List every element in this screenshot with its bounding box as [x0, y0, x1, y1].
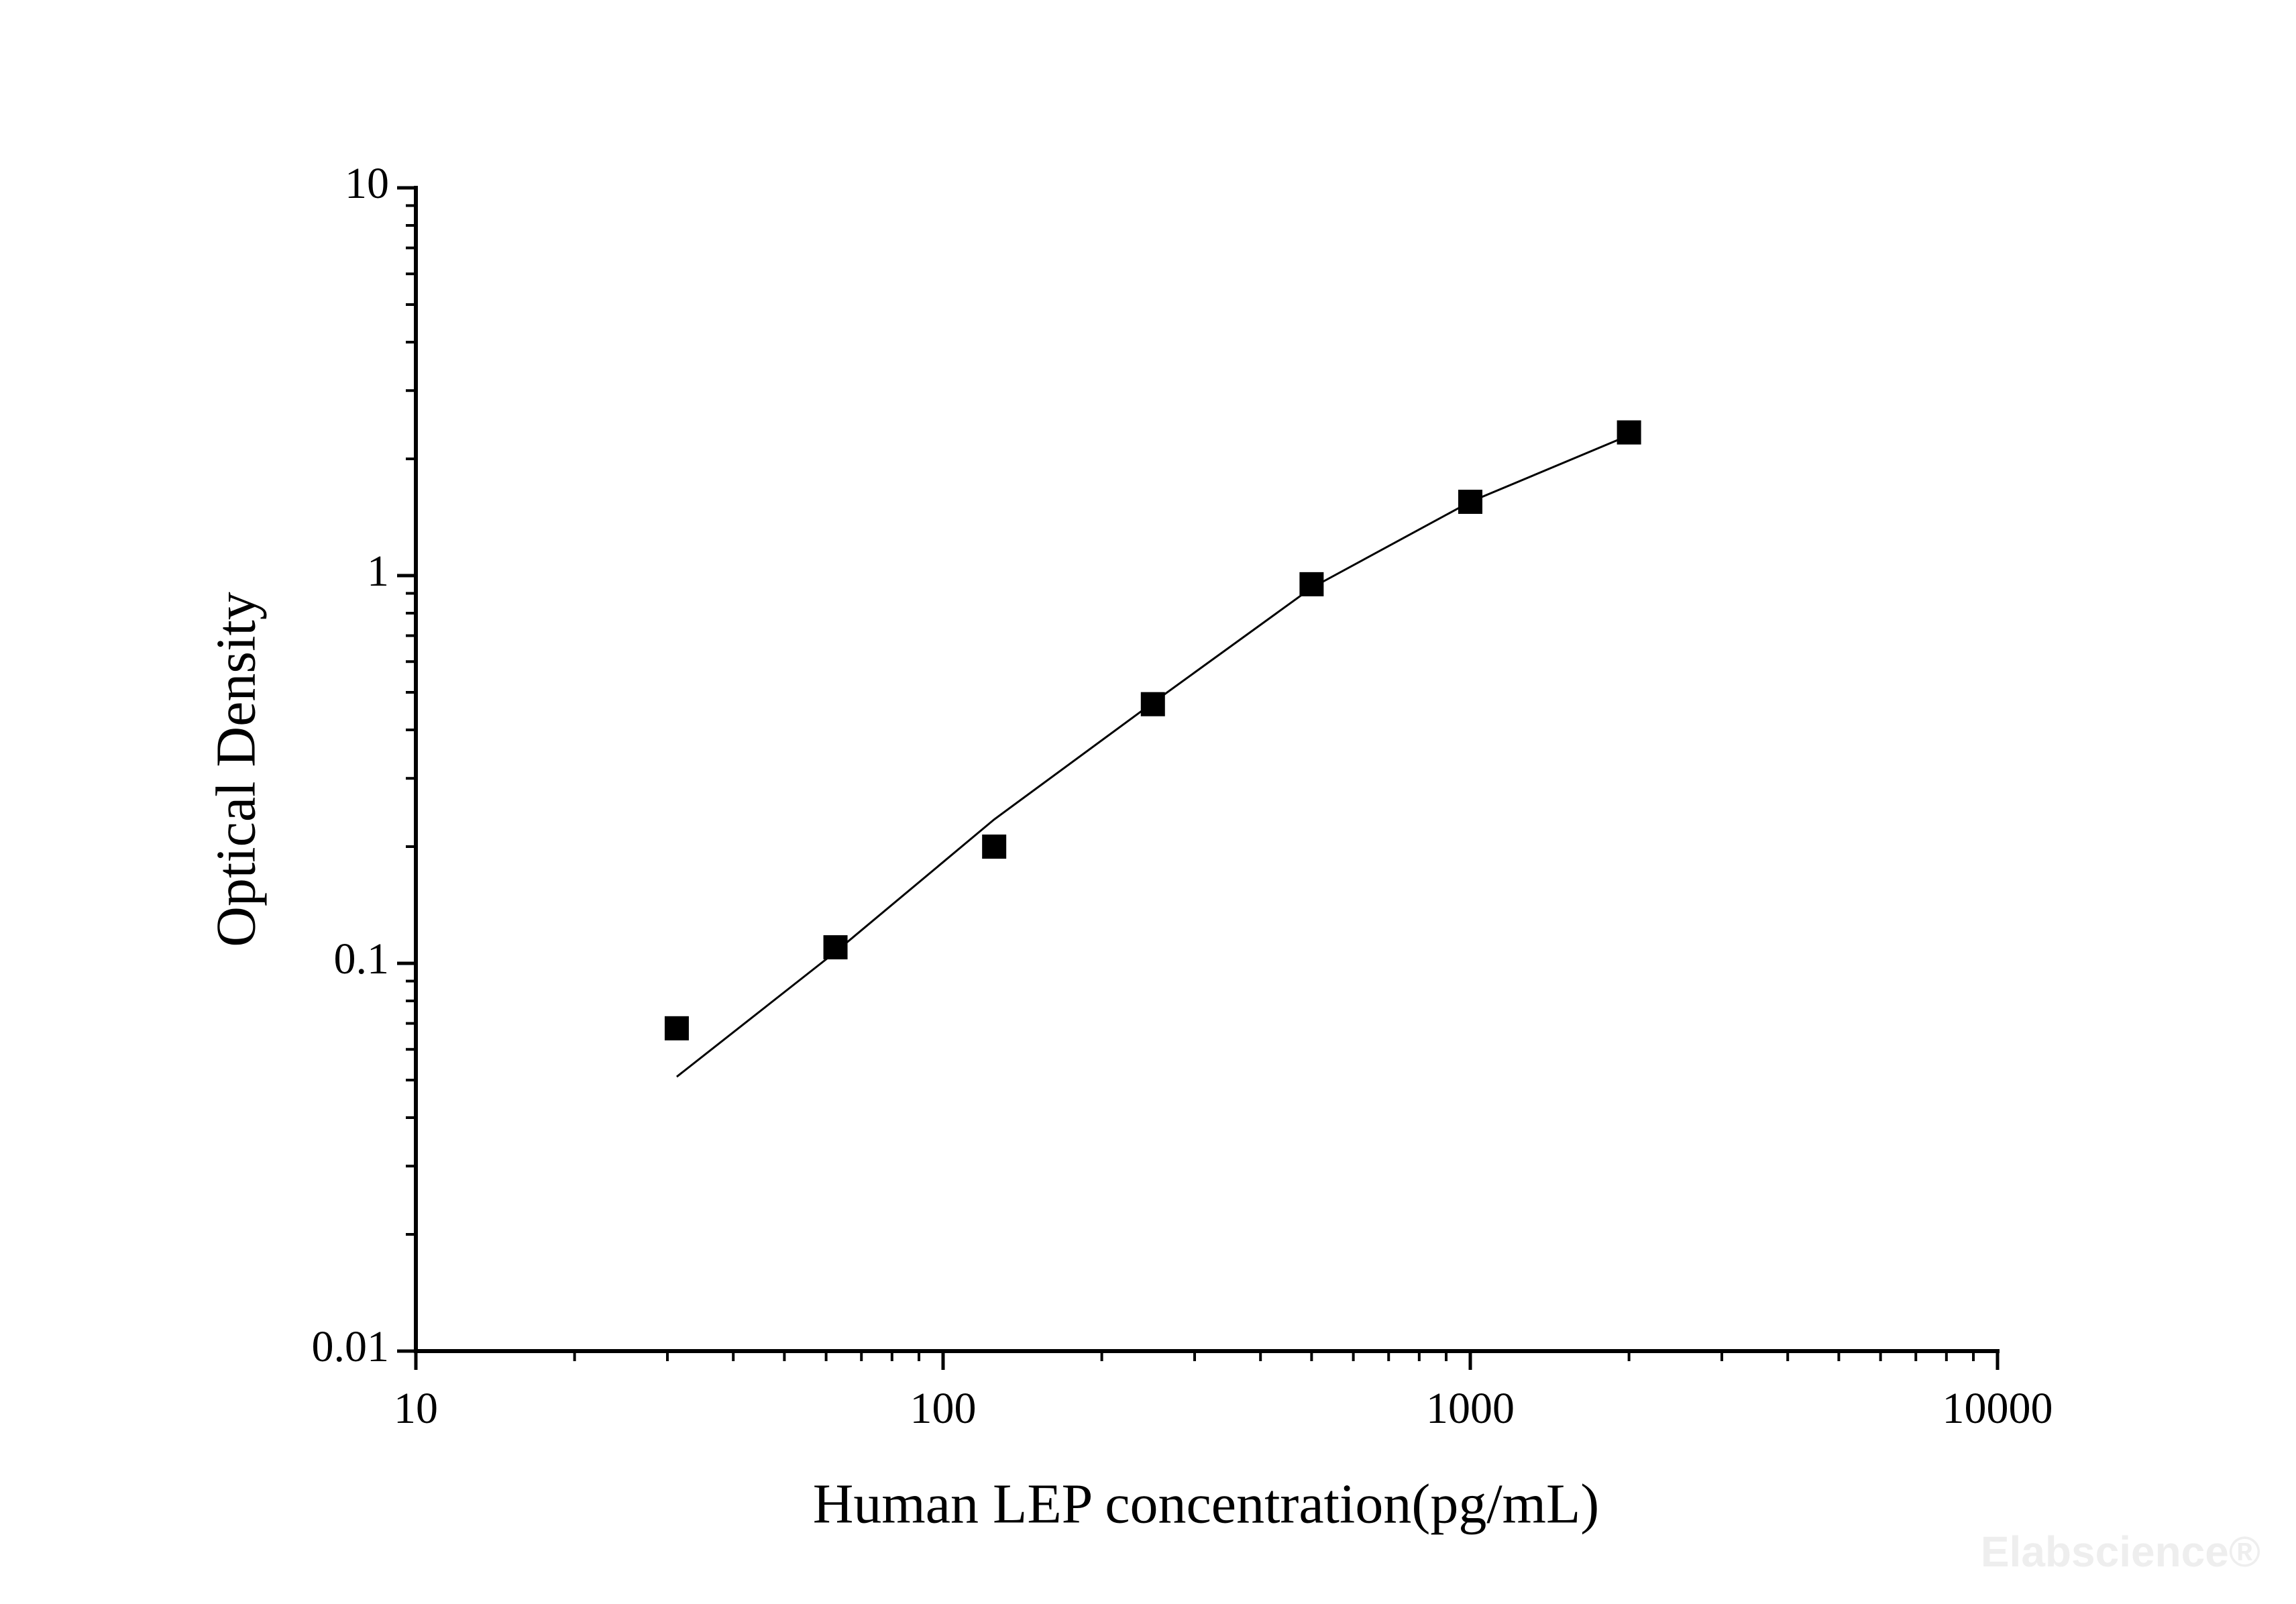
x-tick-label: 10000 [1943, 1384, 2053, 1433]
y-tick-label: 1 [367, 547, 389, 596]
y-tick-label: 0.01 [312, 1322, 390, 1371]
fit-line [676, 434, 1630, 1078]
watermark: Elabscience® [1981, 1528, 2260, 1576]
x-tick-label: 100 [910, 1384, 977, 1433]
x-tick-label: 1000 [1426, 1384, 1515, 1433]
y-tick-label: 0.1 [334, 934, 390, 983]
data-point [1617, 420, 1641, 445]
data-point [823, 935, 848, 960]
x-tick-label: 10 [394, 1384, 438, 1433]
data-point [664, 1016, 689, 1040]
data-point [982, 835, 1007, 859]
y-axis-title: Optical Density [205, 592, 267, 947]
y-tick-label: 10 [345, 159, 389, 208]
x-axis-title: Human LEP concentration(pg/mL) [813, 1473, 1600, 1535]
